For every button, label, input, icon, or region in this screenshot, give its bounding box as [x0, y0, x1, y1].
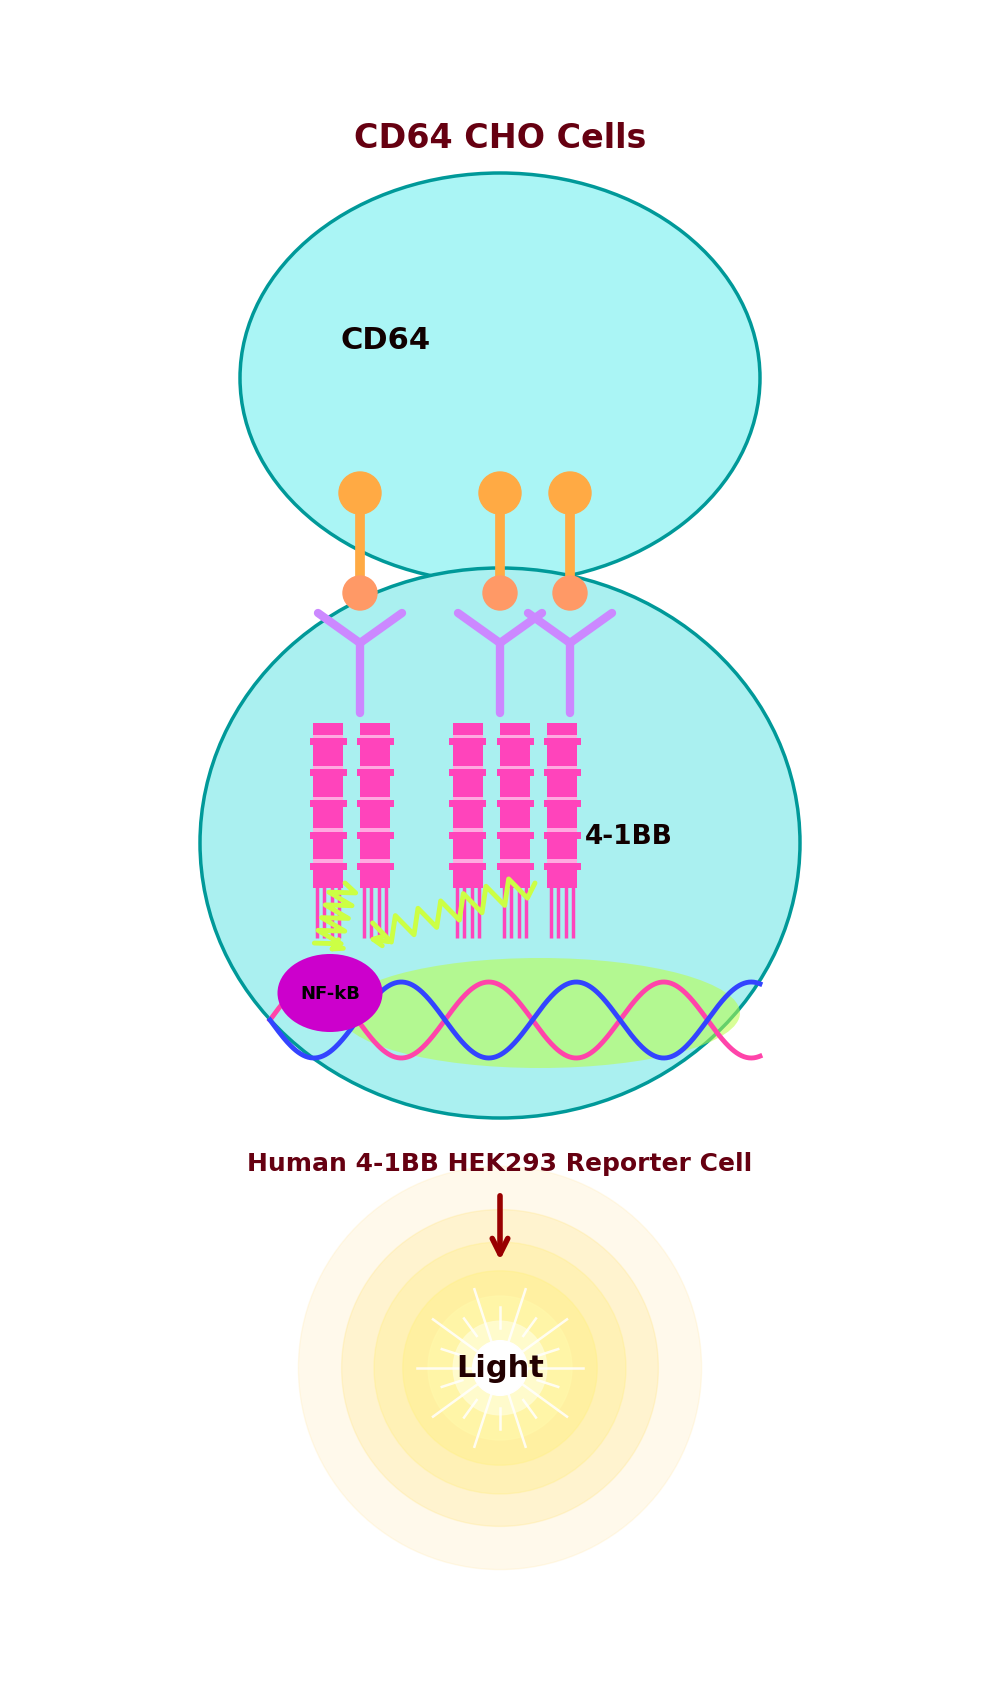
Circle shape — [479, 472, 521, 514]
Bar — [310, 832, 347, 839]
Bar — [313, 723, 343, 888]
Bar — [500, 723, 530, 888]
Bar — [360, 735, 390, 739]
Bar — [360, 798, 390, 801]
Bar — [313, 735, 343, 739]
Bar — [496, 801, 534, 808]
Text: Human 4-1BB HEK293 Reporter Cell: Human 4-1BB HEK293 Reporter Cell — [247, 1151, 753, 1175]
Bar — [313, 798, 343, 801]
Bar — [310, 801, 347, 808]
Bar — [453, 723, 483, 888]
Text: CD64: CD64 — [340, 326, 430, 355]
Bar — [356, 801, 394, 808]
Circle shape — [553, 577, 587, 611]
Bar — [500, 859, 530, 863]
Bar — [453, 798, 483, 801]
Bar — [544, 739, 580, 745]
Circle shape — [453, 1321, 547, 1414]
Bar — [360, 859, 390, 863]
Bar — [453, 829, 483, 832]
Bar — [356, 832, 394, 839]
Bar — [449, 801, 486, 808]
Ellipse shape — [340, 958, 740, 1068]
Bar — [453, 735, 483, 739]
Bar — [453, 859, 483, 863]
Bar — [313, 859, 343, 863]
Bar — [360, 766, 390, 769]
Bar — [544, 863, 580, 869]
Circle shape — [374, 1243, 626, 1494]
Circle shape — [403, 1272, 597, 1465]
Bar — [313, 766, 343, 769]
Circle shape — [428, 1296, 572, 1440]
Bar — [360, 829, 390, 832]
Ellipse shape — [240, 173, 760, 584]
Bar — [310, 863, 347, 869]
Bar — [310, 769, 347, 778]
Ellipse shape — [200, 569, 800, 1119]
Circle shape — [339, 472, 381, 514]
Ellipse shape — [278, 954, 382, 1032]
Text: CD64 CHO Cells: CD64 CHO Cells — [354, 122, 646, 156]
Bar — [547, 798, 577, 801]
Bar — [449, 863, 486, 869]
Text: Light: Light — [456, 1353, 544, 1382]
Circle shape — [473, 1341, 527, 1396]
Bar — [496, 769, 534, 778]
Bar — [496, 739, 534, 745]
Bar — [356, 863, 394, 869]
Bar — [449, 769, 486, 778]
Bar — [500, 766, 530, 769]
Circle shape — [343, 577, 377, 611]
Circle shape — [342, 1211, 658, 1527]
Circle shape — [549, 472, 591, 514]
Bar — [547, 829, 577, 832]
Bar — [449, 739, 486, 745]
Bar — [356, 769, 394, 778]
Bar — [453, 766, 483, 769]
Bar — [544, 769, 580, 778]
Bar — [449, 832, 486, 839]
Bar — [500, 829, 530, 832]
Bar — [547, 859, 577, 863]
Text: NF-kB: NF-kB — [300, 985, 360, 1002]
Bar — [500, 798, 530, 801]
Bar — [360, 723, 390, 888]
Bar — [356, 739, 394, 745]
Bar — [547, 766, 577, 769]
Bar — [500, 735, 530, 739]
Bar — [313, 829, 343, 832]
Text: 4-1BB: 4-1BB — [585, 824, 673, 849]
Circle shape — [483, 577, 517, 611]
Bar — [310, 739, 347, 745]
Bar — [544, 832, 580, 839]
Circle shape — [298, 1167, 702, 1569]
Bar — [496, 863, 534, 869]
Bar — [547, 723, 577, 888]
Bar — [547, 735, 577, 739]
Bar — [544, 801, 580, 808]
Bar — [496, 832, 534, 839]
